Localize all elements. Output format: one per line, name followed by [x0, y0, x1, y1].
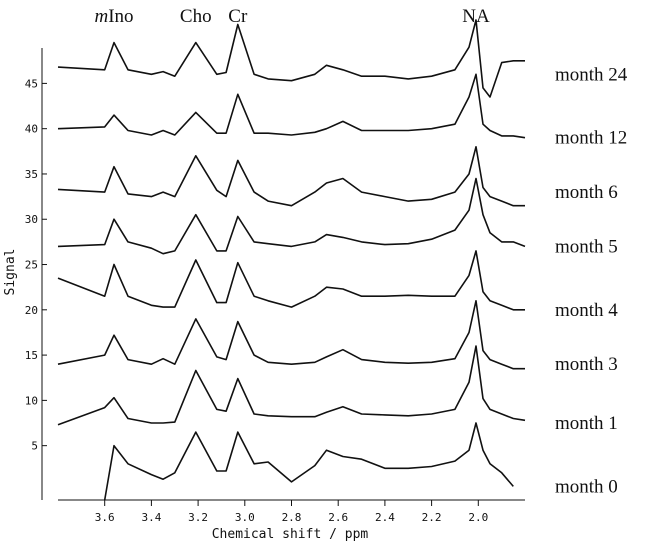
- spectrum-month-4: [57, 250, 525, 311]
- legend-month-12: month 12: [555, 128, 627, 149]
- x-tick-label-3: 3.0: [235, 511, 255, 524]
- peak-label-cho: Cho: [180, 6, 212, 27]
- x-tick-label-2.2: 2.2: [422, 511, 442, 524]
- legend-month-4: month 4: [555, 300, 618, 321]
- peak-label-mino: mIno: [95, 6, 134, 27]
- legend-month-6: month 6: [555, 182, 618, 203]
- spectrum-month-5: [57, 177, 526, 255]
- y-axis-title: Signal: [3, 249, 18, 296]
- y-tick-label-10: 10: [25, 394, 38, 407]
- month-labels: month 0 month 1 month 3 month 4 month 5 month…: [555, 64, 628, 497]
- x-tick-label-3.2: 3.2: [188, 511, 208, 524]
- y-tick-label-15: 15: [25, 349, 38, 362]
- x-tick-label-2.6: 2.6: [328, 511, 348, 524]
- x-tick-label-2: 2.0: [468, 511, 488, 524]
- y-tick-label-40: 40: [25, 123, 38, 136]
- y-tick-label-5: 5: [31, 440, 38, 453]
- spectra-series-group: [57, 19, 526, 501]
- y-tick-label-25: 25: [25, 259, 38, 272]
- x-axis: 3.6 3.4 3.2 3.0 2.8 2.6 2.4 2.2 2.0: [58, 499, 525, 524]
- peak-label-na: NA: [462, 6, 490, 27]
- x-tick-label-3.6: 3.6: [95, 511, 115, 524]
- spectrum-month-12: [57, 73, 526, 139]
- spectrum-month-1: [57, 345, 526, 426]
- spectrum-month-6: [57, 146, 525, 207]
- y-tick-label-35: 35: [25, 168, 38, 181]
- peak-labels: mIno Cho Cr NA: [95, 6, 490, 27]
- legend-month-24: month 24: [555, 64, 628, 85]
- x-tick-label-2.4: 2.4: [375, 511, 395, 524]
- y-tick-label-45: 45: [25, 77, 38, 90]
- x-tick-label-2.8: 2.8: [282, 511, 302, 524]
- legend-month-1: month 1: [555, 413, 618, 434]
- y-tick-label-30: 30: [25, 213, 38, 226]
- spectrum-month-3: [57, 300, 525, 370]
- y-tick-label-20: 20: [25, 304, 38, 317]
- spectrum-month-24: [57, 19, 525, 98]
- x-axis-title: Chemical shift / ppm: [212, 527, 369, 542]
- legend-month-3: month 3: [555, 354, 618, 375]
- legend-month-0: month 0: [555, 476, 618, 497]
- x-tick-label-3.4: 3.4: [141, 511, 161, 524]
- y-axis: 5 10 15 20 25 30 35 40 45: [25, 48, 47, 500]
- legend-month-5: month 5: [555, 236, 618, 257]
- spectrum-month-0: [103, 422, 514, 501]
- peak-label-cr: Cr: [228, 6, 248, 27]
